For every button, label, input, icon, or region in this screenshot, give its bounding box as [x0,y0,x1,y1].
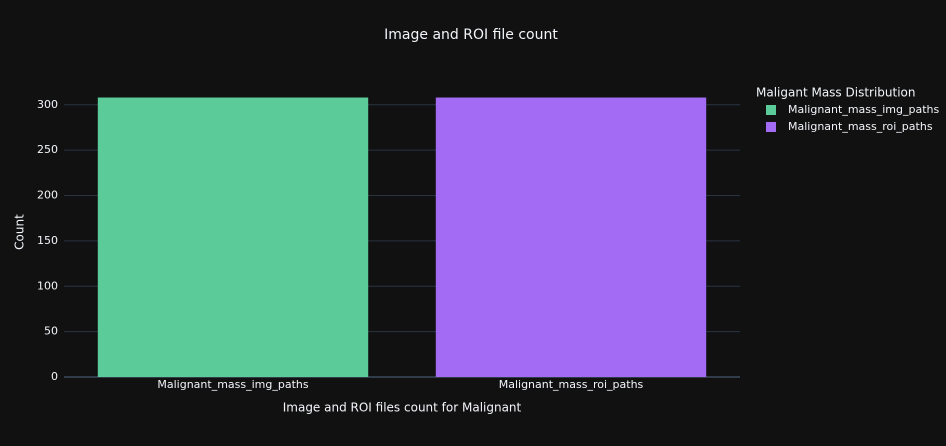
y-tick-label: 50 [44,325,58,338]
y-tick-label: 300 [37,98,58,111]
bar [97,97,369,377]
legend-swatch [766,122,776,132]
x-tick-label: Malignant_mass_img_paths [157,378,309,391]
y-tick-label: 0 [51,370,58,383]
y-axis-title: Count [13,214,27,250]
bar [435,97,707,377]
legend-swatch [766,105,776,115]
x-axis-title: Image and ROI files count for Malignant [283,401,522,415]
x-tick-label: Malignant_mass_roi_paths [499,378,644,391]
legend-label: Malignant_mass_roi_paths [788,120,933,133]
legend-title: Maligant Mass Distribution [756,86,916,100]
y-tick-label: 200 [37,189,58,202]
y-tick-label: 250 [37,143,58,156]
y-tick-label: 150 [37,234,58,247]
chart-title: Image and ROI file count [384,27,558,43]
y-tick-label: 100 [37,279,58,292]
legend-label: Malignant_mass_img_paths [788,103,940,116]
